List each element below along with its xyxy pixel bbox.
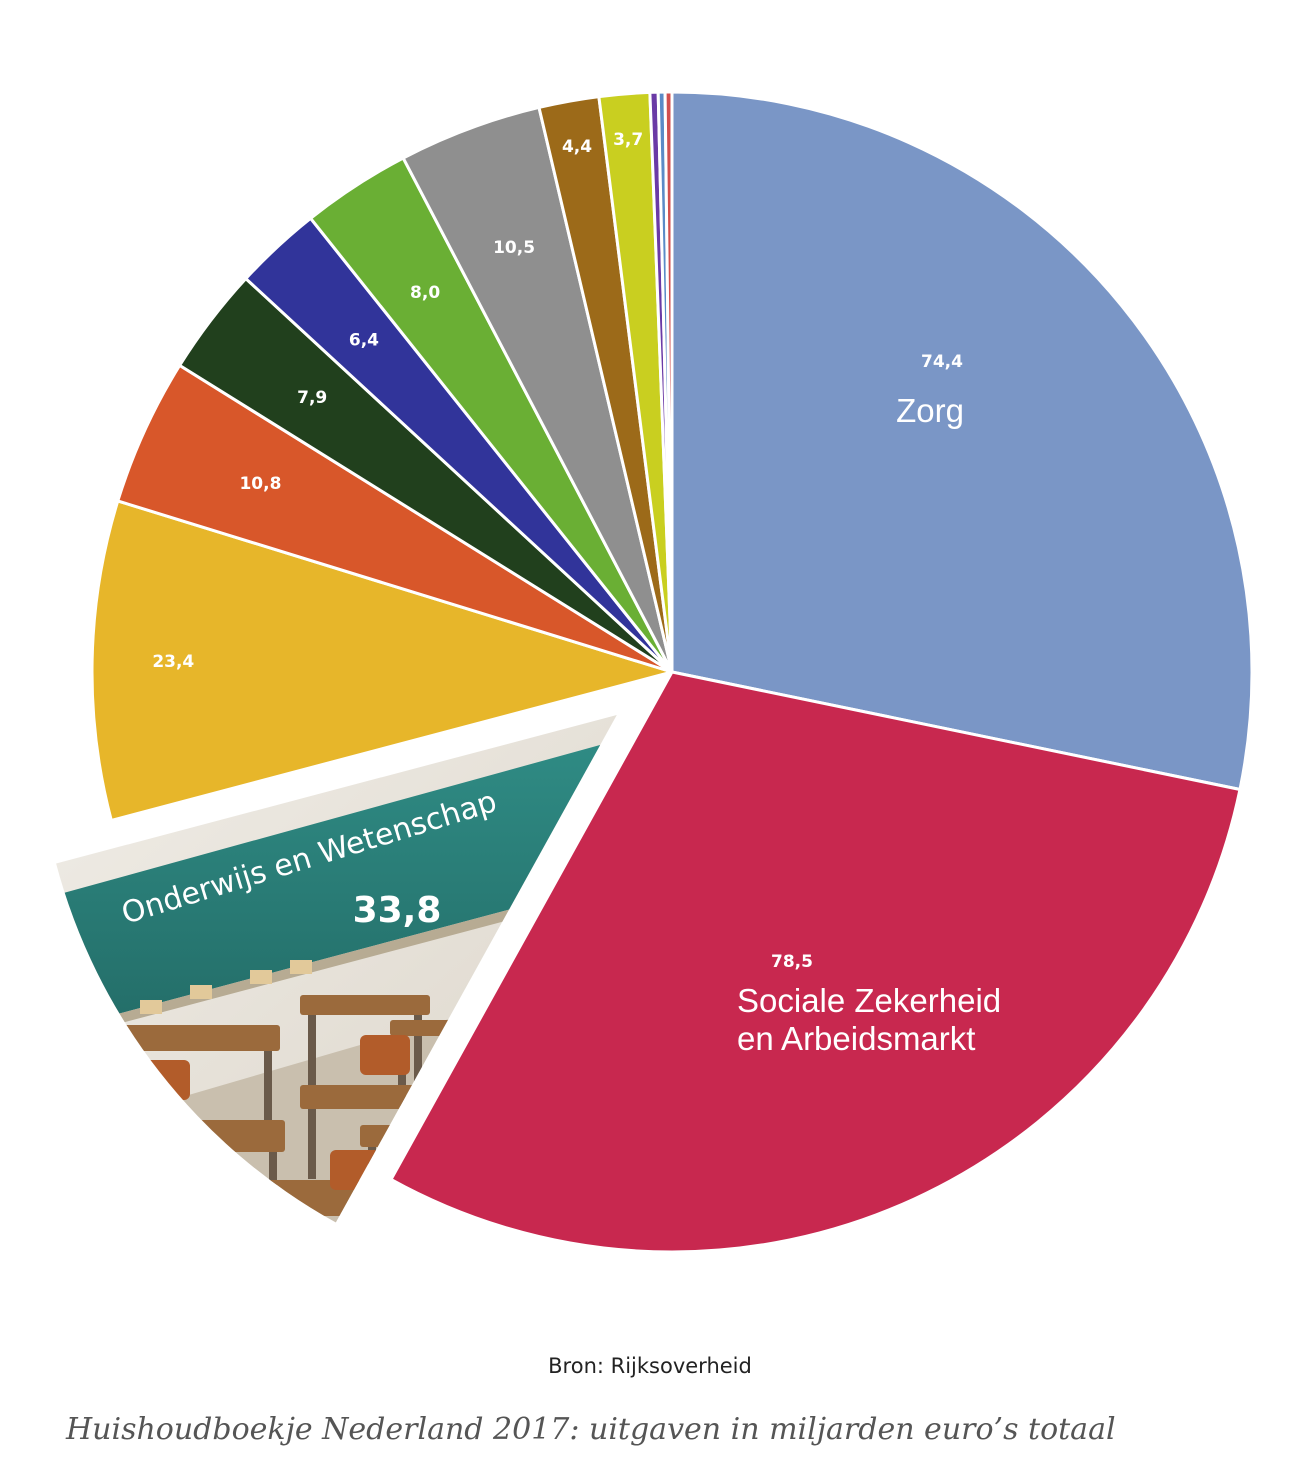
chalk-eraser-2 <box>190 985 212 999</box>
chair-4 <box>330 1150 380 1190</box>
value-label-2: 78,5 <box>771 952 813 972</box>
slice-zorg <box>670 90 1254 792</box>
pie-chart: 74,4 78,5 33,8 23,4 10,8 7,9 6,4 8,0 10,5 4,4 3,7 Z… <box>54 90 1254 1254</box>
chalk-eraser-3 <box>250 970 272 984</box>
value-label-7: 6,4 <box>349 331 379 351</box>
chair-2 <box>360 1035 410 1075</box>
desk-top-5 <box>300 1085 450 1109</box>
category-label-arbeidsmarkt: en Arbeidsmarkt <box>737 1020 975 1057</box>
desk-leg-left-2 <box>308 1015 316 1085</box>
source-note: Bron: Rijksoverheid <box>548 1354 752 1378</box>
desk-leg-left-5 <box>308 1109 316 1179</box>
slice-4 <box>90 499 678 823</box>
value-label-1: 74,4 <box>921 352 963 372</box>
desk-leg-left-6 <box>218 1216 226 1223</box>
desk-leg-right-2 <box>414 1015 422 1085</box>
desk-leg-right-4 <box>269 1152 277 1222</box>
chalk-eraser-4 <box>290 960 312 974</box>
desk-top-3 <box>390 1020 480 1036</box>
desk-leg-right-1 <box>264 1051 272 1121</box>
category-label-sociale-zekerheid: Sociale Zekerheid <box>737 982 1001 1019</box>
desk-leg-right-6 <box>384 1216 392 1223</box>
desk-top-4 <box>85 1120 285 1152</box>
slice-sociale-zekerheid-en-arbeidsmarkt <box>388 670 1242 1254</box>
category-label-zorg: Zorg <box>896 392 964 429</box>
value-label-11: 3,7 <box>613 130 643 150</box>
desk-top-2 <box>300 995 430 1015</box>
value-label-5: 10,8 <box>239 474 281 494</box>
chalkboard <box>56 745 617 1040</box>
slice-14 <box>663 90 674 673</box>
chalk-eraser-1 <box>140 1000 162 1014</box>
desk-leg-left-1 <box>118 1051 126 1121</box>
value-label-10: 4,4 <box>562 137 592 157</box>
value-label-4: 23,4 <box>152 652 194 672</box>
desk-top-1 <box>110 1025 280 1051</box>
chalk-ledge <box>56 880 617 1050</box>
chair-3 <box>160 1170 210 1210</box>
value-label-8: 8,0 <box>410 283 440 303</box>
desk-leg-left-4 <box>93 1152 101 1222</box>
value-label-6: 7,9 <box>297 388 327 408</box>
desk-top-6 <box>210 1180 400 1216</box>
value-label-3: 33,8 <box>353 890 442 931</box>
chart-caption: Huishoudboekje Nederland 2017: uitgaven … <box>66 1412 1116 1447</box>
value-label-9: 10,5 <box>493 238 535 258</box>
